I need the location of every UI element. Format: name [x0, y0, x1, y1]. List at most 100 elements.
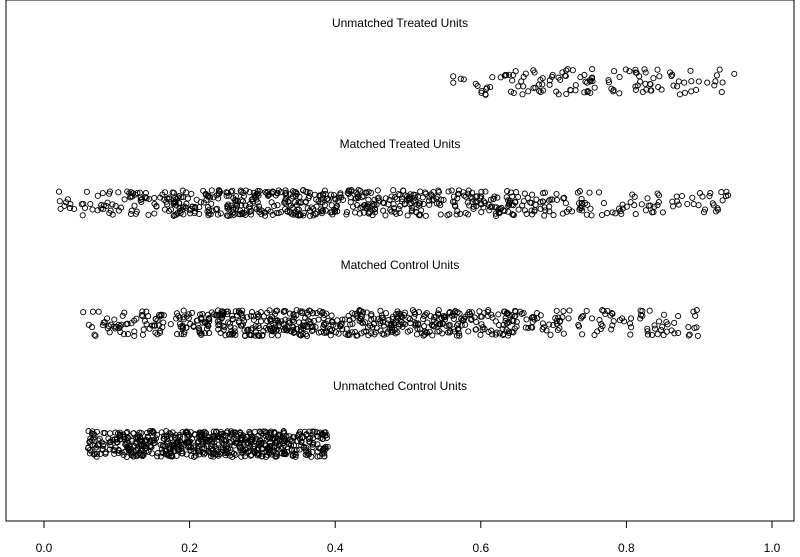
data-point — [286, 310, 293, 317]
data-point — [309, 323, 316, 330]
data-point — [174, 438, 181, 445]
data-point — [389, 328, 396, 335]
data-point — [214, 205, 221, 212]
data-point — [365, 188, 372, 195]
data-point — [180, 211, 187, 218]
data-point — [235, 308, 242, 315]
data-point — [215, 434, 222, 441]
data-point — [417, 188, 424, 195]
data-point — [655, 199, 662, 206]
data-point — [137, 442, 144, 449]
data-point — [204, 203, 212, 211]
data-point — [272, 308, 279, 315]
data-point — [457, 75, 464, 82]
data-point — [182, 429, 189, 436]
data-point — [399, 198, 406, 205]
data-point — [395, 191, 402, 198]
data-point — [696, 190, 703, 197]
data-point — [642, 80, 649, 87]
data-point — [550, 212, 557, 219]
data-point — [390, 187, 397, 194]
data-point — [438, 314, 445, 321]
data-point — [637, 315, 644, 322]
data-point — [191, 210, 198, 217]
data-point — [560, 330, 567, 337]
data-point — [206, 330, 213, 337]
data-point — [309, 428, 316, 435]
data-point — [444, 212, 451, 219]
data-point — [197, 429, 204, 436]
data-point — [469, 199, 476, 206]
data-point — [578, 313, 586, 320]
data-point — [319, 431, 326, 438]
data-point — [476, 308, 483, 315]
data-point — [112, 202, 119, 209]
data-point — [116, 429, 124, 436]
data-point — [274, 332, 282, 339]
data-point — [222, 452, 229, 459]
data-point — [481, 309, 488, 316]
data-point — [553, 190, 560, 198]
data-point — [222, 332, 229, 339]
data-point — [450, 79, 457, 86]
data-point — [675, 78, 682, 85]
data-point — [262, 189, 269, 196]
data-point — [412, 191, 419, 199]
data-point — [393, 210, 400, 217]
data-point — [308, 327, 316, 335]
data-point — [512, 68, 519, 75]
data-point — [245, 326, 252, 333]
data-point — [296, 319, 303, 326]
data-point — [286, 191, 293, 198]
data-point — [202, 438, 209, 445]
data-point — [645, 202, 652, 209]
data-point — [688, 78, 695, 85]
data-point — [157, 313, 164, 320]
data-point — [379, 319, 387, 326]
data-point — [731, 70, 738, 77]
group-label-unmatched-control-units: Unmatched Control Units — [333, 379, 467, 393]
data-point — [577, 315, 585, 322]
data-point — [541, 204, 548, 211]
data-point — [495, 311, 502, 318]
data-point — [510, 211, 517, 219]
data-point — [454, 208, 461, 215]
data-point — [294, 433, 301, 440]
data-point — [139, 331, 146, 338]
data-point — [676, 91, 683, 98]
data-point — [358, 319, 365, 326]
data-point — [408, 200, 415, 207]
data-point — [354, 202, 361, 209]
data-point — [305, 435, 312, 443]
data-point — [184, 195, 191, 202]
data-point — [688, 88, 695, 95]
data-point — [179, 204, 186, 211]
data-point — [503, 194, 510, 201]
data-point — [311, 191, 318, 198]
data-point — [352, 195, 359, 202]
data-point — [473, 318, 480, 326]
data-point — [266, 439, 273, 446]
data-point — [501, 308, 508, 315]
data-point — [555, 74, 562, 81]
data-point — [714, 205, 721, 212]
data-point — [632, 211, 639, 218]
data-point — [332, 329, 339, 336]
data-point — [492, 318, 499, 325]
data-point — [154, 331, 161, 338]
data-point — [527, 199, 534, 206]
data-point — [142, 194, 149, 201]
data-point — [337, 191, 344, 198]
data-point — [173, 211, 180, 218]
data-point — [116, 324, 123, 332]
data-point — [453, 211, 460, 218]
data-point — [699, 193, 706, 200]
data-point — [642, 207, 649, 214]
data-point — [106, 190, 113, 197]
data-point — [382, 212, 389, 219]
data-point — [598, 321, 605, 328]
data-point — [286, 433, 293, 440]
data-point — [271, 442, 278, 449]
data-point — [350, 315, 357, 322]
